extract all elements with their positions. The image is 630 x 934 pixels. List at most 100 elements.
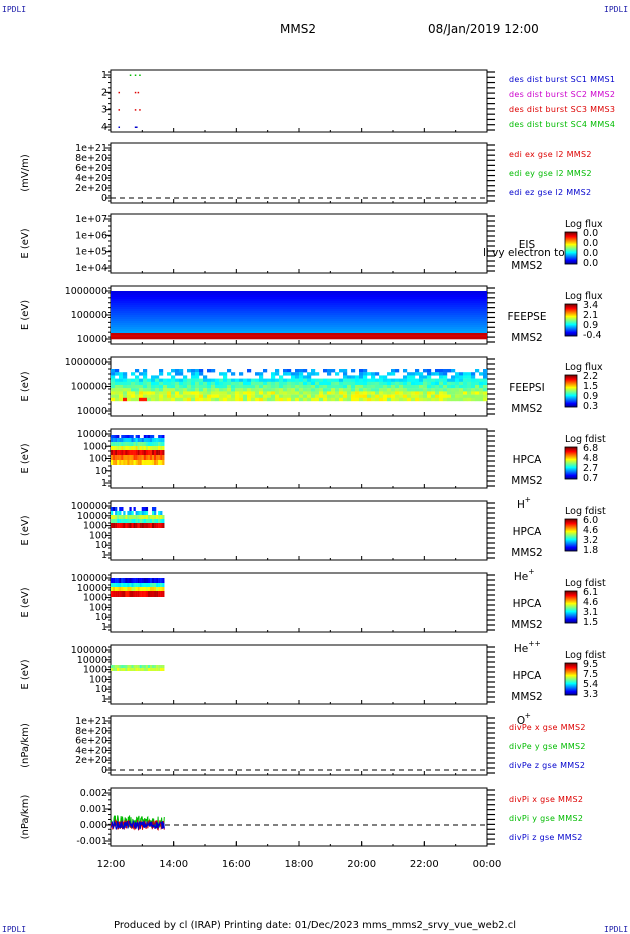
colorbar-band <box>565 689 577 691</box>
spectrogram-cell <box>247 378 252 382</box>
spectrogram-cell <box>123 442 126 446</box>
spectrogram-cell <box>203 378 208 382</box>
spectrogram-cell <box>133 665 136 668</box>
spectrogram-cell <box>141 460 144 465</box>
spectrogram-cell <box>154 515 157 519</box>
panel-6-ytick-label: 1000 <box>83 521 107 532</box>
spectrogram-cell <box>147 391 152 395</box>
panel-8-ytick-label: 10000 <box>77 655 107 666</box>
colorbar-band <box>565 254 577 256</box>
spectrogram-cell <box>191 375 196 379</box>
spectrogram-cell <box>427 375 432 379</box>
spectrogram-cell <box>135 460 138 465</box>
colorbar-band <box>565 329 577 331</box>
spectrogram-cell <box>160 460 163 465</box>
colorbar-band <box>565 523 577 525</box>
spectrogram-cell <box>141 442 144 446</box>
spectrogram-cell <box>271 391 276 395</box>
spectrogram-cell <box>156 523 159 528</box>
spectrogram-cell <box>459 375 464 379</box>
spectrogram-cell <box>407 388 412 392</box>
spectrogram-cell <box>139 460 142 465</box>
spectrogram-cell <box>145 583 149 587</box>
spectrogram-cell <box>160 668 163 671</box>
colorbar-band <box>565 670 577 672</box>
spectrogram-cell <box>145 519 149 523</box>
spectrogram-cell <box>271 394 276 398</box>
spectrogram-cell <box>311 385 316 389</box>
spectrogram-cell <box>143 665 147 668</box>
spectrogram-cell <box>455 391 460 395</box>
spectrogram-cell <box>160 511 163 515</box>
spectrogram-cell <box>123 665 126 668</box>
spectrogram-cell <box>133 455 136 460</box>
panel-5-ytick-label: 100 <box>89 454 107 465</box>
colorbar-band <box>565 260 577 262</box>
spectrogram-cell <box>411 375 416 379</box>
spectrogram-cell <box>475 394 480 398</box>
spectrogram-cell <box>231 388 236 392</box>
colorbar-band <box>565 591 577 593</box>
spectrogram-cell <box>467 385 472 389</box>
colorbar-band <box>565 548 577 550</box>
panel-9-frame <box>110 715 488 776</box>
spectrogram-cell <box>363 397 368 402</box>
spectrogram-cell <box>463 385 468 389</box>
panel-1-ytick-label: 8e+20 <box>75 153 107 164</box>
spectrogram-cell <box>131 511 134 515</box>
spectrogram-cell <box>475 385 480 389</box>
spectrogram-cell <box>419 372 424 376</box>
spectrogram-cell <box>111 455 114 460</box>
spectrogram-cell <box>351 369 356 373</box>
panel-10-ytick-label: 0.002 <box>80 788 107 799</box>
spectrogram-cell <box>143 587 147 591</box>
spectrogram-cell <box>154 578 157 583</box>
spectrogram-cell <box>113 460 116 465</box>
panel-0-frame <box>110 69 488 133</box>
spectrogram-cell <box>331 369 336 373</box>
spectrogram-cell <box>299 369 304 373</box>
spectrogram-cell <box>383 394 388 398</box>
spectrogram-cell <box>259 394 264 398</box>
spectrogram-cell <box>471 372 476 376</box>
spectrogram-cell <box>129 460 132 465</box>
spectrogram-cell <box>323 397 328 402</box>
spectrogram-cell <box>391 378 396 382</box>
spectrogram-cell <box>287 385 292 389</box>
spectrogram-cell <box>463 378 468 382</box>
colorbar-band <box>565 395 577 397</box>
spectrogram-cell <box>145 435 149 438</box>
spectrogram-cell <box>367 381 372 386</box>
spectrogram-cell <box>339 391 344 395</box>
panel-6-colorbar-tick: 1.8 <box>583 545 598 556</box>
spectrogram-cell <box>387 394 392 398</box>
panel-2-ytick-label: 1e+04 <box>75 263 107 274</box>
spectrogram-cell <box>133 583 136 587</box>
spectrogram-cell <box>407 397 412 402</box>
spectrogram-cell <box>139 519 142 523</box>
panel-5-ytick-label: 1000 <box>83 441 107 452</box>
spectrogram-cell <box>187 381 192 386</box>
spectrogram-cell <box>160 587 163 591</box>
spectrogram-cell <box>121 460 124 465</box>
spectrogram-cell <box>307 397 312 402</box>
spectrogram-cell <box>327 394 332 398</box>
colorbar-band <box>565 462 577 464</box>
spectrogram-cell <box>195 385 200 389</box>
spectrogram-cell <box>147 591 151 597</box>
spectrogram-cell <box>111 578 114 583</box>
spectrogram-cell <box>447 391 452 395</box>
spectrogram-cell <box>351 394 356 398</box>
spectrogram-cell <box>111 372 116 376</box>
spectrogram-cell <box>315 391 320 395</box>
spectrogram-cell <box>115 438 118 442</box>
spectrogram-cell <box>363 394 368 398</box>
spectrogram-cell <box>156 455 159 460</box>
spectrogram-cell <box>311 391 316 395</box>
spectrogram-cell <box>133 438 136 442</box>
spectrogram-cell <box>359 385 364 389</box>
panel-7-colorbar-tick: 4.6 <box>583 597 598 608</box>
spectrogram-cell <box>215 394 220 398</box>
panel-2-ytick-label: 1e+07 <box>75 214 107 225</box>
spectrogram-cell <box>327 369 332 373</box>
